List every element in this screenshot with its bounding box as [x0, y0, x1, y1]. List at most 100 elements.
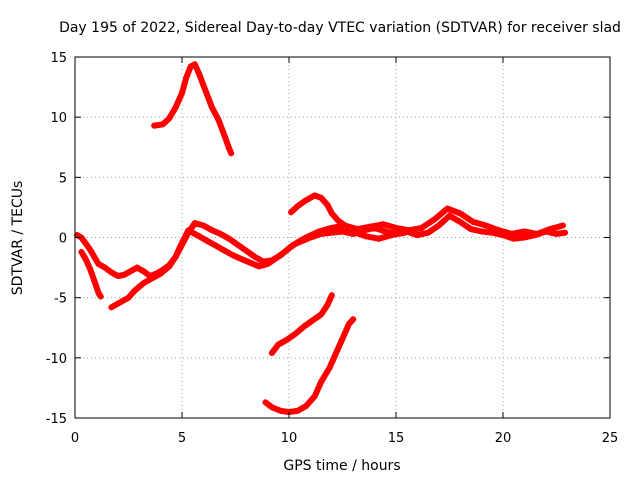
data-point	[217, 230, 224, 237]
data-point	[457, 218, 464, 225]
data-point	[187, 63, 194, 70]
data-point	[221, 247, 228, 254]
data-point	[198, 234, 205, 241]
data-point	[82, 256, 89, 263]
data-point	[179, 90, 185, 97]
data-point	[446, 212, 453, 219]
x-tick-label: 5	[178, 431, 186, 446]
data-point	[401, 229, 408, 236]
data-point	[86, 265, 93, 272]
data-point	[309, 317, 316, 324]
data-point	[243, 247, 250, 254]
data-point	[328, 210, 335, 217]
data-point	[311, 192, 318, 199]
data-point	[339, 228, 346, 235]
data-point	[234, 241, 241, 248]
data-point	[116, 299, 123, 306]
data-point	[277, 252, 284, 259]
data-point	[238, 256, 245, 263]
data-point	[134, 264, 141, 271]
data-point	[343, 223, 350, 230]
data-point	[166, 115, 173, 122]
data-point	[300, 323, 307, 330]
data-point	[226, 145, 233, 152]
data-point	[363, 233, 370, 240]
data-point	[283, 336, 290, 343]
x-tick-label: 10	[281, 431, 298, 446]
data-point	[228, 150, 235, 157]
data-point	[260, 258, 267, 265]
data-point	[345, 321, 352, 328]
data-point	[172, 104, 179, 111]
data-point	[425, 229, 432, 236]
data-point	[324, 202, 331, 209]
data-point	[268, 404, 275, 411]
data-point	[521, 228, 528, 235]
data-point	[108, 269, 115, 276]
data-point	[547, 226, 554, 233]
series-arc-7	[262, 316, 357, 415]
data-point	[202, 87, 209, 94]
data-point	[495, 227, 502, 234]
data-point	[324, 301, 331, 308]
data-point	[204, 238, 211, 245]
data-point	[553, 230, 560, 237]
data-point	[350, 316, 357, 323]
y-axis-label: SDTVAR / TECUs	[10, 181, 26, 296]
data-point	[328, 224, 335, 231]
data-point	[510, 235, 517, 242]
data-point	[226, 235, 233, 242]
data-point	[333, 350, 340, 357]
tick-layer: 0 5 10 15 20 25 -15 -10 -5 0 5 10 15	[46, 51, 619, 446]
data-point	[140, 280, 147, 287]
series-arc-4	[151, 61, 235, 157]
data-point	[91, 253, 98, 260]
data-point	[191, 220, 198, 227]
data-point	[326, 364, 333, 371]
data-point	[294, 407, 301, 414]
data-point	[444, 205, 451, 212]
data-point	[159, 121, 166, 128]
y-tick-label: 15	[50, 51, 67, 66]
data-point	[339, 335, 346, 342]
data-point	[127, 268, 134, 275]
data-point	[380, 221, 387, 228]
data-point	[151, 122, 158, 129]
data-point	[521, 234, 528, 241]
data-point	[172, 253, 179, 260]
data-point	[149, 275, 156, 282]
data-point	[183, 74, 190, 81]
data-point	[275, 341, 282, 348]
data-point	[179, 241, 185, 248]
y-tick-label: -5	[54, 292, 67, 307]
data-point	[256, 263, 263, 270]
data-point	[208, 104, 215, 111]
data-point	[200, 222, 207, 229]
data-point	[294, 203, 301, 210]
data-point	[114, 273, 121, 280]
data-point	[303, 197, 310, 204]
data-point	[82, 240, 89, 247]
y-tick-label: -15	[46, 412, 67, 427]
data-point	[108, 304, 115, 311]
data-point	[86, 246, 93, 253]
data-point	[414, 232, 421, 239]
data-point	[286, 245, 292, 252]
data-point	[292, 330, 299, 337]
data-point	[315, 228, 322, 235]
data-point	[311, 393, 318, 400]
data-point	[91, 277, 98, 284]
data-point	[247, 259, 254, 266]
data-point	[318, 378, 325, 385]
data-point	[457, 210, 464, 217]
data-point	[215, 116, 222, 123]
data-point	[213, 242, 220, 249]
data-point	[559, 222, 566, 229]
data-point	[303, 402, 310, 409]
data-point	[478, 228, 485, 235]
data-point	[318, 194, 325, 201]
y-tick-label: 0	[59, 232, 67, 247]
data-point	[121, 271, 128, 278]
data-point	[251, 253, 258, 260]
